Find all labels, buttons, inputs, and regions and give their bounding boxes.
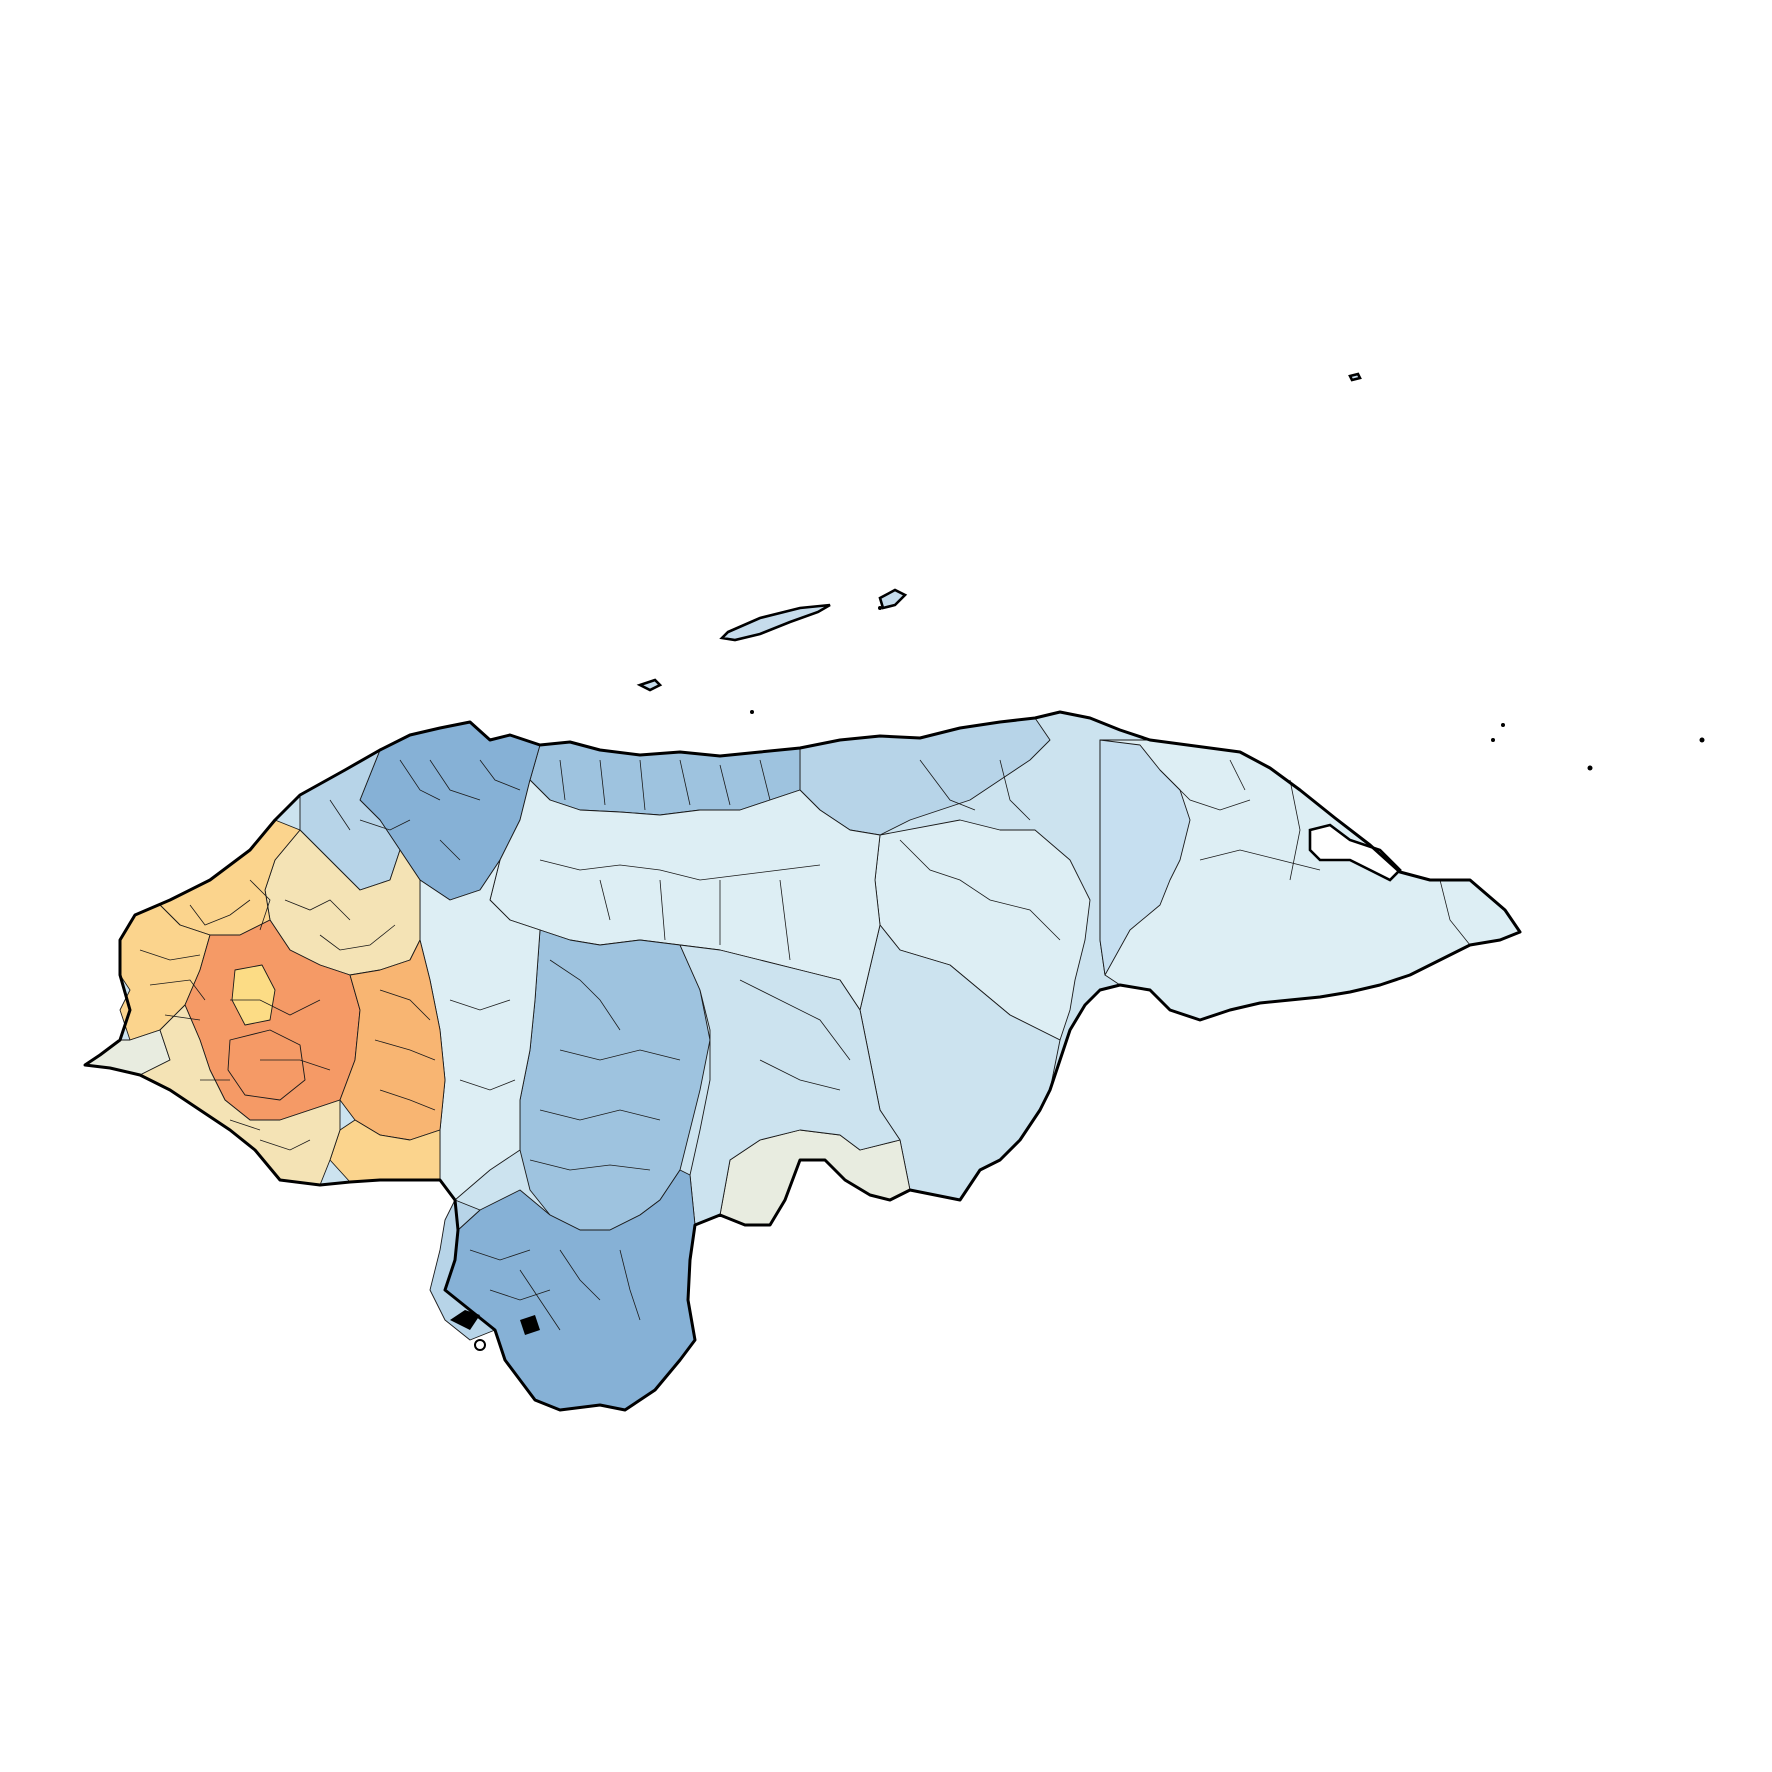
region-el-paraiso — [679, 944, 901, 1226]
region-la-mosquitia-west — [1099, 739, 1191, 976]
country-outline — [83, 710, 1522, 1412]
region-lempira-dark — [227, 1029, 306, 1101]
bay-islands — [636, 372, 1362, 692]
fonseca-islands — [450, 1310, 540, 1351]
islets — [750, 606, 1705, 771]
island-cayos — [1348, 372, 1362, 382]
island-roatan — [719, 603, 831, 642]
municipal-boundaries — [139, 740, 1471, 1331]
island-utila — [636, 678, 663, 692]
island-guanaja — [878, 588, 908, 610]
caratasca-lagoon — [1308, 823, 1402, 882]
